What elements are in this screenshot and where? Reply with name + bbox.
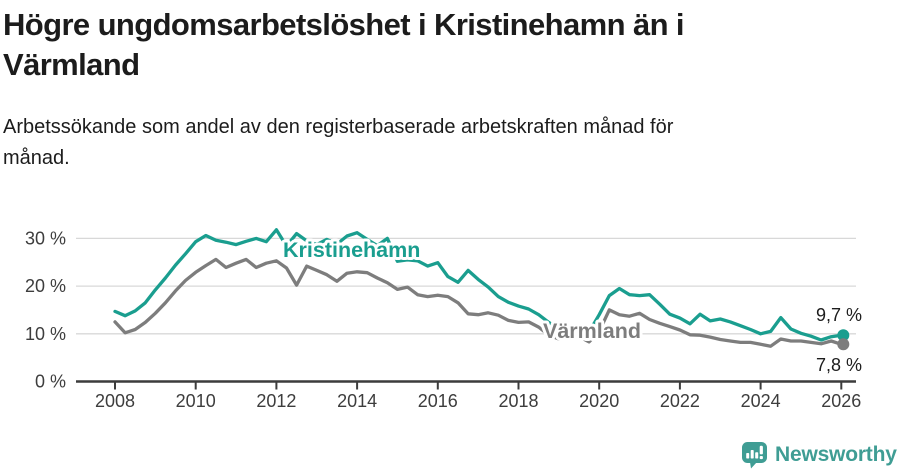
newsworthy-logo-icon <box>742 442 767 469</box>
series-label-kristinehamn: Kristinehamn <box>283 238 420 262</box>
y-tick-label-30: 30 % <box>25 228 66 248</box>
series-end-value-kristinehamn: 9,7 % <box>816 305 862 325</box>
x-tick-label-2010: 2010 <box>176 391 216 411</box>
x-tick-label-2016: 2016 <box>418 391 458 411</box>
x-tick-label-2020: 2020 <box>579 391 619 411</box>
chart-subtitle: Arbetssökande som andel av den registerb… <box>3 112 843 174</box>
series-line-värmland <box>113 257 843 348</box>
page-title-line-1: Högre ungdomsarbetslöshet i Kristinehamn… <box>3 7 685 42</box>
series-line-kristinehamn <box>113 228 843 342</box>
x-tick-label-2024: 2024 <box>741 391 781 411</box>
y-tick-label-10: 10 % <box>25 324 66 344</box>
x-tick-label-2012: 2012 <box>256 391 296 411</box>
x-tick-label-2018: 2018 <box>498 391 538 411</box>
y-tick-label-20: 20 % <box>25 276 66 296</box>
series-end-value-värmland: 7,8 % <box>816 355 862 375</box>
y-tick-label-0: 0 % <box>35 372 66 392</box>
chart-subtitle-line-1: Arbetssökande som andel av den registerb… <box>3 116 674 138</box>
page-title-line-2: Värmland <box>3 47 140 82</box>
series-end-dot-värmland <box>837 338 850 351</box>
x-tick-label-2026: 2026 <box>821 391 861 411</box>
x-tick-label-2014: 2014 <box>337 391 377 411</box>
x-tick-label-2022: 2022 <box>660 391 700 411</box>
page-title: Högre ungdomsarbetslöshet i Kristinehamn… <box>3 5 883 85</box>
chart-subtitle-line-2: månad. <box>3 147 70 169</box>
newsworthy-logo-text: Newsworthy <box>775 443 897 466</box>
newsworthy-logo[interactable]: Newsworthy <box>741 440 897 470</box>
series-label-värmland: Värmland <box>543 319 641 343</box>
x-tick-label-2008: 2008 <box>95 391 135 411</box>
series-end-dot-kristinehamn <box>837 329 850 342</box>
